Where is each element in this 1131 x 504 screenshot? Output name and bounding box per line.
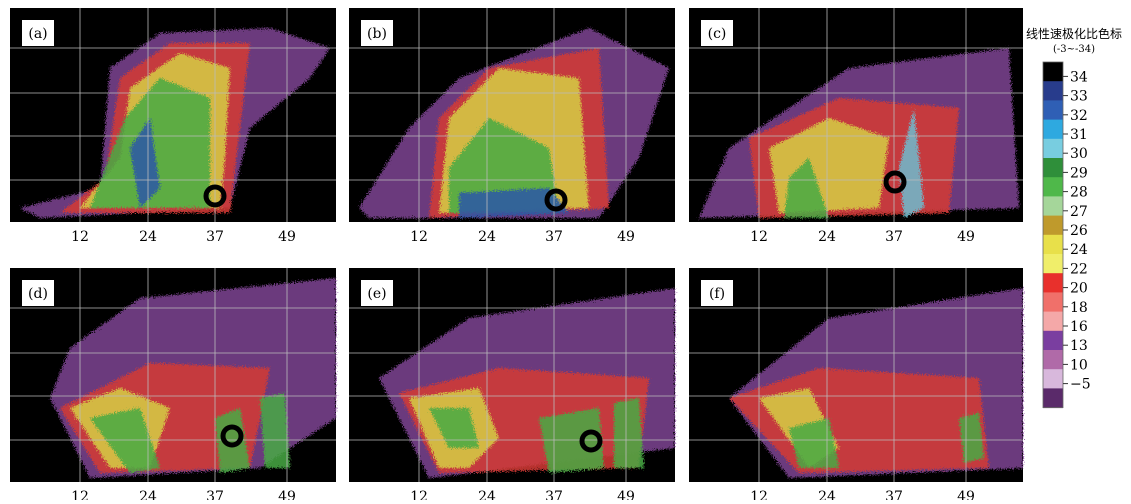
- colorbar-swatch: [1043, 177, 1063, 197]
- colorbar-label: −5: [1070, 377, 1091, 393]
- colorbar-label: 16: [1070, 319, 1088, 335]
- x-tick-label: 37: [545, 489, 563, 500]
- panel: (c) 12 24 37 49: [689, 8, 1023, 245]
- panel-label: (e): [367, 286, 386, 302]
- figure: 线性速极化比色标 (-3~-34) (a) 12 24 37 49 (b) 12 24 37 49…: [0, 0, 1131, 500]
- colorbar-swatch: [1043, 62, 1063, 82]
- colorbar-swatch: [1043, 235, 1063, 255]
- colorbar-label: 10: [1070, 357, 1088, 373]
- x-tick-label: 49: [617, 229, 635, 245]
- x-tick-label: 12: [71, 489, 89, 500]
- x-tick-label: 37: [206, 229, 224, 245]
- x-tick-label: 37: [885, 229, 903, 245]
- colorbar-label: 29: [1070, 165, 1088, 181]
- colorbar-label: 27: [1070, 204, 1088, 220]
- colorbar-label: 32: [1070, 108, 1088, 124]
- x-tick-label: 37: [206, 489, 224, 500]
- panel-label: (b): [367, 26, 387, 42]
- x-tick-label: 49: [278, 489, 296, 500]
- colorbar-swatch: [1043, 273, 1063, 293]
- echo-region: [539, 408, 604, 473]
- colorbar-swatch: [1043, 254, 1063, 274]
- colorbar-title: 线性速极化比色标: [1026, 27, 1122, 41]
- x-tick-label: 24: [139, 489, 157, 500]
- x-tick-label: 24: [818, 229, 836, 245]
- colorbar-swatch: [1043, 369, 1063, 389]
- colorbar-label: 20: [1070, 281, 1088, 297]
- colorbar-label: 33: [1070, 89, 1088, 105]
- panel: (f) 12 24 37 49: [689, 268, 1023, 500]
- x-tick-label: 37: [545, 229, 563, 245]
- colorbar-swatch: [1043, 120, 1063, 140]
- colorbar-swatch: [1043, 312, 1063, 332]
- colorbar-swatch: [1043, 350, 1063, 370]
- x-tick-label: 49: [957, 229, 975, 245]
- echo-region: [614, 398, 644, 468]
- x-tick-label: 12: [750, 229, 768, 245]
- x-tick-label: 49: [957, 489, 975, 500]
- x-tick-label: 12: [410, 229, 428, 245]
- colorbar-swatch: [1043, 331, 1063, 351]
- panel-label: (d): [28, 286, 48, 302]
- colorbar-swatch: [1043, 100, 1063, 120]
- colorbar-label: 34: [1070, 69, 1088, 85]
- panel: (e) 12 24 37 49: [349, 268, 675, 500]
- x-tick-label: 12: [71, 229, 89, 245]
- colorbar-swatch: [1043, 216, 1063, 236]
- x-tick-label: 12: [410, 489, 428, 500]
- colorbar-swatch: [1043, 139, 1063, 159]
- colorbar-label: 26: [1070, 223, 1088, 239]
- colorbar-swatch: [1043, 81, 1063, 101]
- colorbar-swatch: [1043, 388, 1063, 408]
- x-tick-label: 37: [885, 489, 903, 500]
- colorbar-label: 30: [1070, 146, 1088, 162]
- colorbar-label: 24: [1070, 242, 1088, 258]
- panel: (a) 12 24 37 49: [10, 8, 336, 245]
- colorbar-label: 13: [1070, 338, 1088, 354]
- colorbar-swatch: [1043, 158, 1063, 178]
- panel: (b) 12 24 37 49: [349, 8, 675, 245]
- panel-label: (c): [708, 26, 727, 42]
- colorbar-swatch: [1043, 292, 1063, 312]
- x-tick-label: 12: [750, 489, 768, 500]
- x-tick-label: 24: [818, 489, 836, 500]
- colorbar-label: 22: [1070, 261, 1088, 277]
- colorbar-label: 31: [1070, 127, 1088, 143]
- echo-region: [260, 393, 290, 468]
- colorbar-label: 28: [1070, 185, 1088, 201]
- panel-label: (a): [28, 26, 47, 42]
- colorbar-swatch: [1043, 196, 1063, 216]
- x-tick-label: 49: [278, 229, 296, 245]
- panel-label: (f): [709, 286, 725, 302]
- panel: (d) 12 24 37 49: [10, 268, 336, 500]
- x-tick-label: 24: [478, 229, 496, 245]
- colorbar-subtitle: (-3~-34): [1053, 44, 1095, 55]
- x-tick-label: 24: [139, 229, 157, 245]
- x-tick-label: 49: [617, 489, 635, 500]
- x-tick-label: 24: [478, 489, 496, 500]
- colorbar-label: 18: [1070, 300, 1088, 316]
